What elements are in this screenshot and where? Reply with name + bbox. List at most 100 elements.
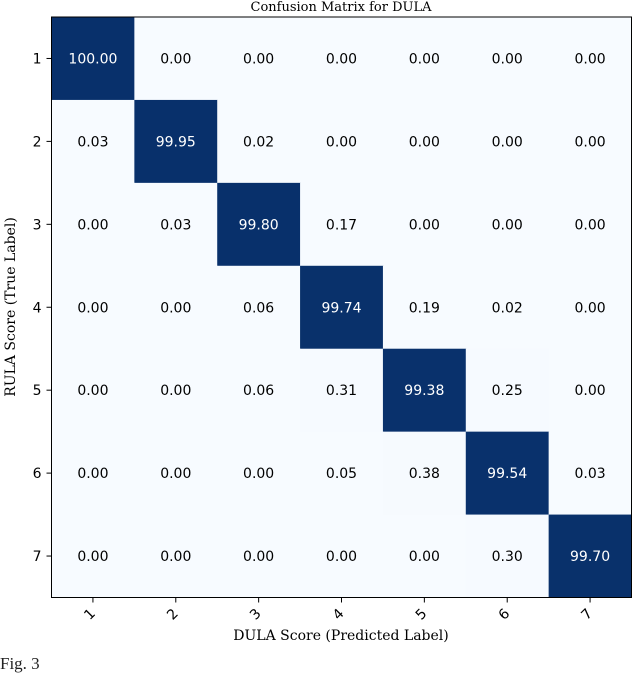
heatmap-cell (465, 348, 550, 433)
cell-value-label: 0.00 (77, 300, 108, 316)
heatmap-cell (548, 17, 632, 101)
cell-value-label: 0.00 (160, 51, 191, 67)
heatmap-cells: 100.00 0.00 0.00 0.00 0.00 0.00 0.00 0.03 99.95 0… (51, 17, 632, 598)
x-tick-label: 3 (247, 606, 265, 624)
y-axis-label: RULA Score (True Label) (3, 217, 19, 397)
heatmap-cell (548, 431, 632, 516)
heatmap-cell (548, 514, 632, 598)
cell-value-label: 0.02 (492, 300, 523, 316)
cell-value-label: 0.00 (77, 549, 108, 565)
heatmap-cell (51, 99, 135, 184)
cell-value-label: 0.00 (574, 383, 605, 399)
heatmap-cell (300, 99, 384, 184)
cell-value-label: 0.05 (326, 466, 357, 482)
cell-value-label: 0.00 (492, 51, 523, 67)
heatmap-cell (548, 182, 632, 267)
cell-value-label: 99.80 (239, 217, 279, 233)
x-tick-label: 6 (496, 606, 514, 624)
cell-value-label: 0.00 (160, 300, 191, 316)
heatmap-cell (548, 348, 632, 433)
cell-value-label: 0.03 (160, 217, 191, 233)
cell-value-label: 0.00 (160, 383, 191, 399)
heatmap-cell (548, 265, 632, 350)
heatmap-cell (465, 514, 550, 598)
cell-value-label: 99.38 (404, 383, 444, 399)
heatmap-cell (382, 182, 467, 267)
cell-value-label: 99.95 (156, 134, 196, 150)
heatmap-cell (465, 99, 550, 184)
heatmap-cell (51, 431, 135, 516)
heatmap-cell (300, 514, 384, 598)
x-axis-label: DULA Score (Predicted Label) (233, 628, 448, 644)
heatmap-cell (217, 17, 301, 101)
heatmap-cell (382, 514, 467, 598)
heatmap-cell (548, 99, 632, 184)
x-tick-label: 7 (578, 606, 596, 624)
heatmap-cell (300, 17, 384, 101)
cell-value-label: 0.17 (326, 217, 357, 233)
cell-value-label: 0.00 (243, 51, 274, 67)
cell-value-label: 0.00 (574, 300, 605, 316)
cell-value-label: 0.00 (243, 466, 274, 482)
heatmap-cell (134, 431, 218, 516)
cell-value-label: 0.06 (243, 383, 274, 399)
cell-value-label: 0.03 (77, 134, 108, 150)
heatmap-cell (134, 99, 218, 184)
cell-value-label: 0.19 (409, 300, 440, 316)
heatmap-cell (51, 348, 135, 433)
cell-value-label: 0.31 (326, 383, 357, 399)
x-tick-label: 4 (330, 606, 348, 624)
cell-value-label: 0.00 (243, 549, 274, 565)
y-tick-label: 2 (33, 134, 42, 150)
cell-value-label: 0.00 (574, 51, 605, 67)
y-tick-label: 6 (33, 466, 42, 482)
cell-value-label: 99.74 (321, 300, 361, 316)
heatmap-cell (51, 265, 135, 350)
cell-value-label: 0.00 (574, 217, 605, 233)
x-tick-label: 1 (81, 606, 99, 624)
heatmap-cell (465, 431, 550, 516)
cell-value-label: 0.00 (409, 134, 440, 150)
y-tick-label: 1 (33, 51, 42, 67)
cell-value-label: 0.06 (243, 300, 274, 316)
heatmap-cell (300, 348, 384, 433)
heatmap-cell (300, 265, 384, 350)
heatmap-cell (217, 182, 301, 267)
cell-value-label: 99.70 (570, 549, 610, 565)
heatmap-cell (465, 182, 550, 267)
heatmap-cell (300, 182, 384, 267)
heatmap-cell (134, 348, 218, 433)
cell-value-label: 0.00 (492, 134, 523, 150)
y-tick-label: 4 (33, 300, 42, 316)
cell-value-label: 0.00 (326, 134, 357, 150)
cell-value-label: 0.00 (77, 217, 108, 233)
cell-value-label: 0.00 (409, 549, 440, 565)
cell-value-label: 0.00 (160, 549, 191, 565)
cell-value-label: 0.00 (160, 466, 191, 482)
y-tick-label: 5 (33, 383, 42, 399)
heatmap-cell (217, 265, 301, 350)
heatmap-cell (382, 99, 467, 184)
cell-value-label: 0.00 (326, 549, 357, 565)
heatmap-cell (300, 431, 384, 516)
heatmap-cell (134, 514, 218, 598)
heatmap-cell (51, 514, 135, 598)
cell-value-label: 0.00 (326, 51, 357, 67)
cell-value-label: 0.02 (243, 134, 274, 150)
heatmap-cell (134, 265, 218, 350)
y-tick-label: 7 (33, 549, 42, 565)
cell-value-label: 0.25 (492, 383, 523, 399)
heatmap-cell (134, 182, 218, 267)
cell-value-label: 99.54 (487, 466, 527, 482)
heatmap-cell (382, 348, 467, 433)
heatmap-cell (217, 431, 301, 516)
y-tick-label: 3 (33, 217, 42, 233)
heatmap-cell (465, 17, 550, 101)
heatmap-cell (217, 514, 301, 598)
cell-value-label: 0.00 (77, 383, 108, 399)
cell-value-label: 100.00 (68, 51, 117, 67)
figure-caption: Fig. 3 (0, 654, 40, 673)
heatmap-cell (465, 265, 550, 350)
cell-value-label: 0.00 (409, 217, 440, 233)
